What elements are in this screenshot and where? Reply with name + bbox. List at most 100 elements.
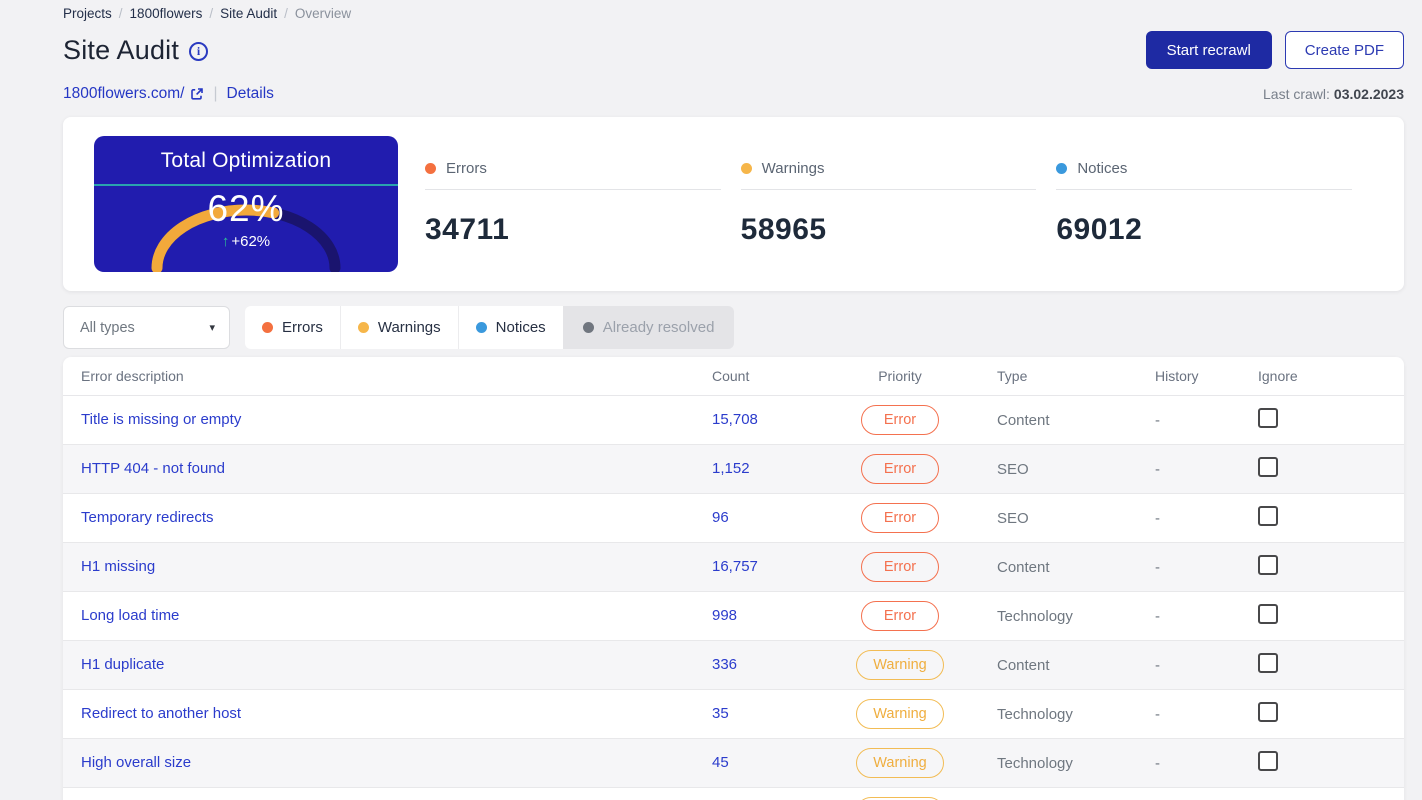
filter-notices[interactable]: Notices <box>457 306 563 349</box>
ignore-checkbox[interactable] <box>1258 652 1278 673</box>
column-header-history: History <box>1155 368 1199 384</box>
create-pdf-button[interactable]: Create PDF <box>1284 31 1404 69</box>
gauge-arc-fill <box>151 204 341 272</box>
issues-table-body: Title is missing or empty 15,708 Error Cont… <box>63 396 1404 800</box>
issue-count-link[interactable]: 336 <box>712 656 738 673</box>
issue-type: SEO <box>997 460 1029 478</box>
gauge-delta: ↑ +62% <box>221 233 271 250</box>
column-header-type: Type <box>997 368 1028 384</box>
column-header-ignore: Ignore <box>1258 368 1298 384</box>
last-crawl: Last crawl: 03.02.2023 <box>1263 86 1404 102</box>
issue-type: SEO <box>997 509 1029 527</box>
issue-description-link[interactable]: HTTP 404 - not found <box>81 460 225 477</box>
issue-description-link[interactable]: Title is missing or empty <box>81 411 242 428</box>
gauge-title: Total Optimization <box>160 149 332 172</box>
type-filter-value: All types <box>80 319 135 336</box>
filter-already-resolved[interactable]: Already resolved <box>562 306 735 349</box>
table-header: Error description Count Priority Type Hi… <box>63 357 1404 396</box>
details-link[interactable]: Details <box>226 85 274 102</box>
stats-card: Total Optimization 62% ↑ +62% Errors 3471… <box>63 117 1404 291</box>
ignore-checkbox[interactable] <box>1258 750 1278 771</box>
breadcrumb: Projects / 1800flowers / Site Audit / Ov… <box>63 0 1404 21</box>
issue-description-link[interactable]: H1 missing <box>81 558 156 575</box>
external-link-icon <box>190 87 204 101</box>
issue-history: - <box>1155 460 1160 478</box>
domain-link[interactable]: 1800flowers.com/ <box>63 85 204 103</box>
table-row: H1 duplicate 336 Warning Content - <box>63 641 1404 690</box>
issue-description-link[interactable]: Redirect to another host <box>81 705 242 722</box>
info-icon[interactable]: i <box>189 42 209 61</box>
issue-history: - <box>1155 656 1160 674</box>
breadcrumb-project-name[interactable]: 1800flowers <box>129 6 203 21</box>
issue-history: - <box>1155 411 1160 429</box>
issue-count-link[interactable]: 16,757 <box>712 558 758 575</box>
total-optimization-gauge: Total Optimization 62% ↑ +62% <box>94 136 398 272</box>
page-title: Site Audit <box>63 34 180 65</box>
breadcrumb-projects[interactable]: Projects <box>63 6 112 21</box>
table-row: H1 missing 16,757 Error Content - <box>63 543 1404 592</box>
table-row: Title is missing or empty 15,708 Error Cont… <box>63 396 1404 445</box>
issue-count-link[interactable]: 96 <box>712 509 729 526</box>
ignore-checkbox[interactable] <box>1258 407 1278 428</box>
issue-description-link[interactable]: H1 duplicate <box>81 656 165 673</box>
table-row: Temporary redirects 96 Error SEO - <box>63 494 1404 543</box>
errors-dot-icon <box>425 163 436 174</box>
issue-description-link[interactable]: Long load time <box>81 607 180 624</box>
issue-count-link[interactable]: 998 <box>712 607 738 624</box>
priority-badge: Error <box>861 601 939 631</box>
warnings-dot-icon <box>740 163 752 174</box>
ignore-checkbox[interactable] <box>1258 701 1278 722</box>
stat-label: Warnings <box>761 160 825 177</box>
priority-badge: Error <box>861 405 939 435</box>
stat-warnings: Warnings 58965 <box>740 136 1057 272</box>
issue-count-link[interactable]: 1,152 <box>712 460 750 477</box>
filter-warnings[interactable]: Warnings <box>339 306 458 349</box>
notices-dot-icon <box>475 322 487 333</box>
errors-count: 34711 <box>425 213 510 246</box>
notices-dot-icon <box>1056 163 1068 174</box>
errors-dot-icon <box>262 322 273 333</box>
chevron-down-icon: ▾ <box>209 322 215 334</box>
column-header-count: Count <box>712 368 750 384</box>
ignore-checkbox[interactable] <box>1258 505 1278 526</box>
issue-type: Content <box>997 558 1050 576</box>
start-recrawl-button[interactable]: Start recrawl <box>1145 31 1272 69</box>
priority-badge: Warning <box>856 650 944 680</box>
stats-columns: Errors 34711 Warnings 58965 Notices <box>425 136 1372 272</box>
issue-type: Technology <box>997 754 1073 772</box>
table-row: HTTP 404 - not found 1,152 Error SEO - <box>63 445 1404 494</box>
page: Projects / 1800flowers / Site Audit / Ov… <box>63 0 1404 800</box>
breadcrumb-separator: / <box>284 6 288 21</box>
column-header-description: Error description <box>81 368 184 384</box>
filter-errors[interactable]: Errors <box>245 306 340 349</box>
warnings-count: 58965 <box>740 213 827 246</box>
issue-type: Technology <box>997 607 1073 625</box>
issue-type: Content <box>997 656 1050 674</box>
severity-filter-group: Errors Warnings Notices Already resolved <box>245 306 735 349</box>
table-row: High overall size 45 Warning Technology - <box>63 739 1404 788</box>
priority-badge: Warning <box>856 748 944 778</box>
table-row: Redirect to another host 35 Warning Technol… <box>63 690 1404 739</box>
issue-type: Technology <box>997 705 1073 723</box>
breadcrumb-separator: / <box>209 6 214 21</box>
sub-row: 1800flowers.com/ | Details Last crawl: 03… <box>63 85 1404 103</box>
table-row: Warning <box>63 788 1404 800</box>
gauge-divider <box>94 184 398 186</box>
gauge-arc <box>151 204 341 272</box>
issues-table: Error description Count Priority Type Hi… <box>63 357 1404 800</box>
breadcrumb-overview: Overview <box>294 6 352 21</box>
breadcrumb-site-audit[interactable]: Site Audit <box>220 6 278 21</box>
domain-label: 1800flowers.com/ <box>63 85 185 102</box>
issue-count-link[interactable]: 45 <box>712 754 729 771</box>
type-filter-select[interactable]: All types ▾ <box>63 306 230 349</box>
ignore-checkbox[interactable] <box>1258 603 1278 624</box>
ignore-checkbox[interactable] <box>1258 456 1278 477</box>
resolved-dot-icon <box>582 322 594 333</box>
issue-description-link[interactable]: Temporary redirects <box>81 509 214 526</box>
ignore-checkbox[interactable] <box>1258 554 1278 575</box>
warnings-dot-icon <box>357 322 369 333</box>
separator: | <box>213 85 218 102</box>
issue-count-link[interactable]: 15,708 <box>712 411 758 428</box>
issue-count-link[interactable]: 35 <box>712 705 729 722</box>
issue-description-link[interactable]: High overall size <box>81 754 192 771</box>
